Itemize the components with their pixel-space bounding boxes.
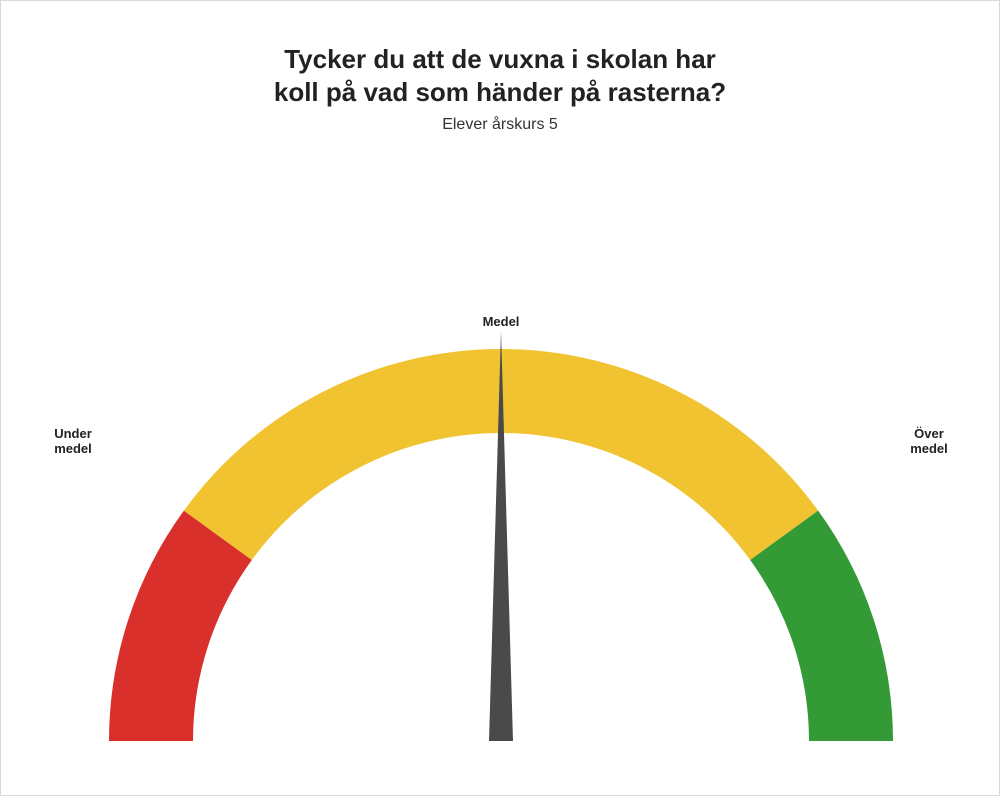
label-over-line2: medel xyxy=(910,441,948,456)
chart-frame: Tycker du att de vuxna i skolan har koll… xyxy=(0,0,1000,796)
gauge-chart xyxy=(1,1,1000,797)
label-over-line1: Över xyxy=(914,426,944,441)
label-over-medel: Över medel xyxy=(884,427,974,457)
label-under-line2: medel xyxy=(54,441,92,456)
label-medel: Medel xyxy=(451,315,551,330)
gauge-segment-under-medel xyxy=(109,511,252,741)
label-under-medel: Under medel xyxy=(28,427,118,457)
label-medel-text: Medel xyxy=(483,314,520,329)
label-under-line1: Under xyxy=(54,426,92,441)
gauge-segment-over-medel xyxy=(750,511,893,741)
